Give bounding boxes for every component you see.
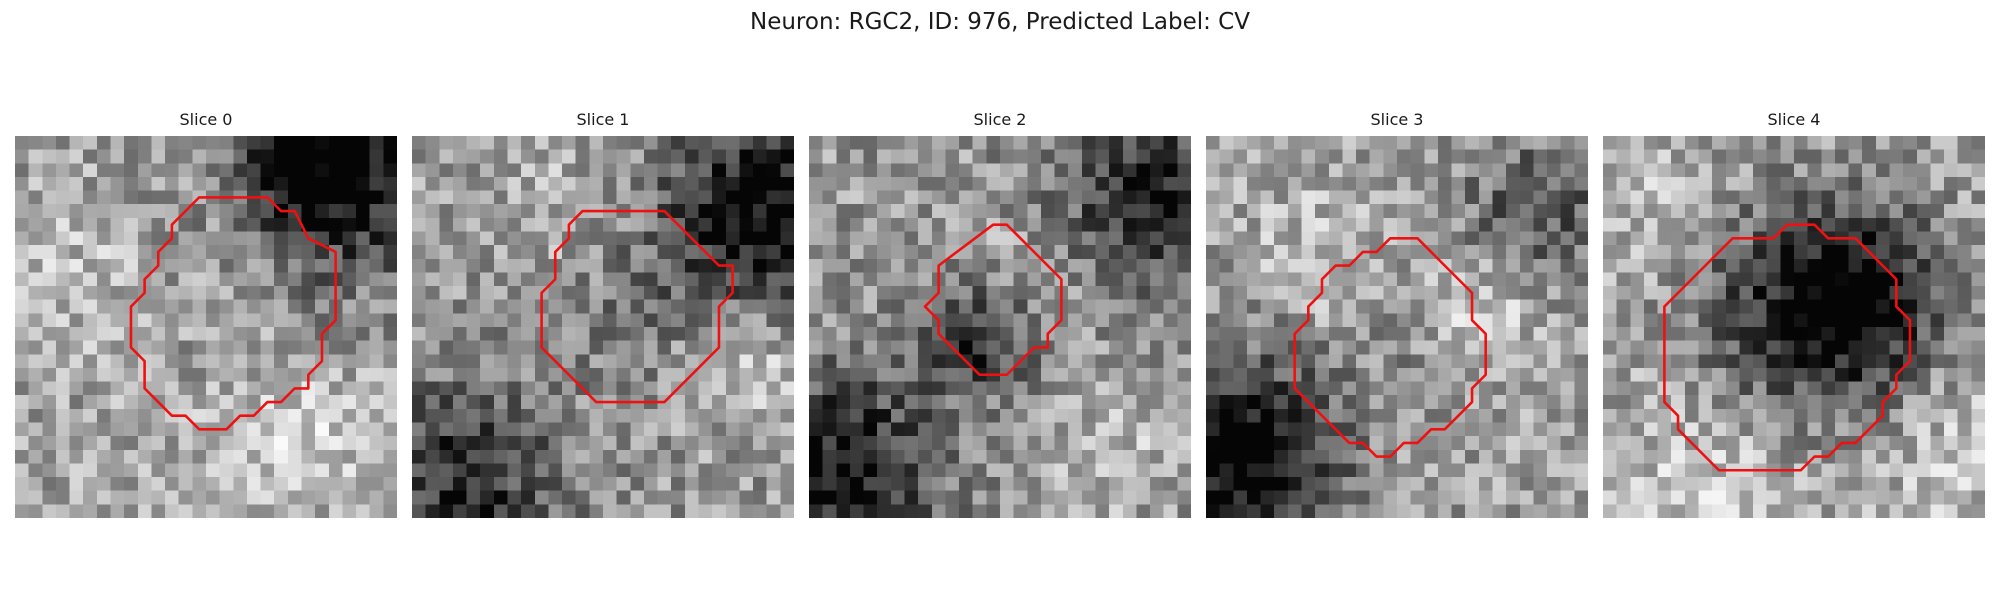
slice-panel: Slice 2 — [809, 106, 1191, 518]
slice-image — [809, 136, 1191, 518]
slice-image — [412, 136, 794, 518]
roi-contour — [923, 223, 1063, 377]
pixel-grid — [15, 136, 397, 518]
slice-title: Slice 0 — [179, 110, 233, 129]
slice-title: Slice 1 — [576, 110, 630, 129]
roi-contour — [1293, 237, 1487, 458]
slice-title: Slice 4 — [1767, 110, 1821, 129]
pixel-grid — [1603, 136, 1985, 518]
pixel-grid — [1206, 136, 1588, 518]
slice-image — [1206, 136, 1588, 518]
pixel-grid — [412, 136, 794, 518]
slice-title: Slice 3 — [1370, 110, 1424, 129]
roi-contour — [129, 196, 337, 431]
slice-title: Slice 2 — [973, 110, 1027, 129]
slice-panel: Slice 4 — [1603, 106, 1985, 518]
figure-title: Neuron: RGC2, ID: 976, Predicted Label: … — [750, 9, 1250, 35]
slice-panel: Slice 1 — [412, 106, 794, 518]
slice-panel: Slice 3 — [1206, 106, 1588, 518]
pixel-grid — [809, 136, 1191, 518]
slice-image — [1603, 136, 1985, 518]
slice-panel: Slice 0 — [15, 106, 397, 518]
roi-contour — [540, 209, 734, 404]
roi-contour — [1663, 223, 1912, 472]
slice-image — [15, 136, 397, 518]
